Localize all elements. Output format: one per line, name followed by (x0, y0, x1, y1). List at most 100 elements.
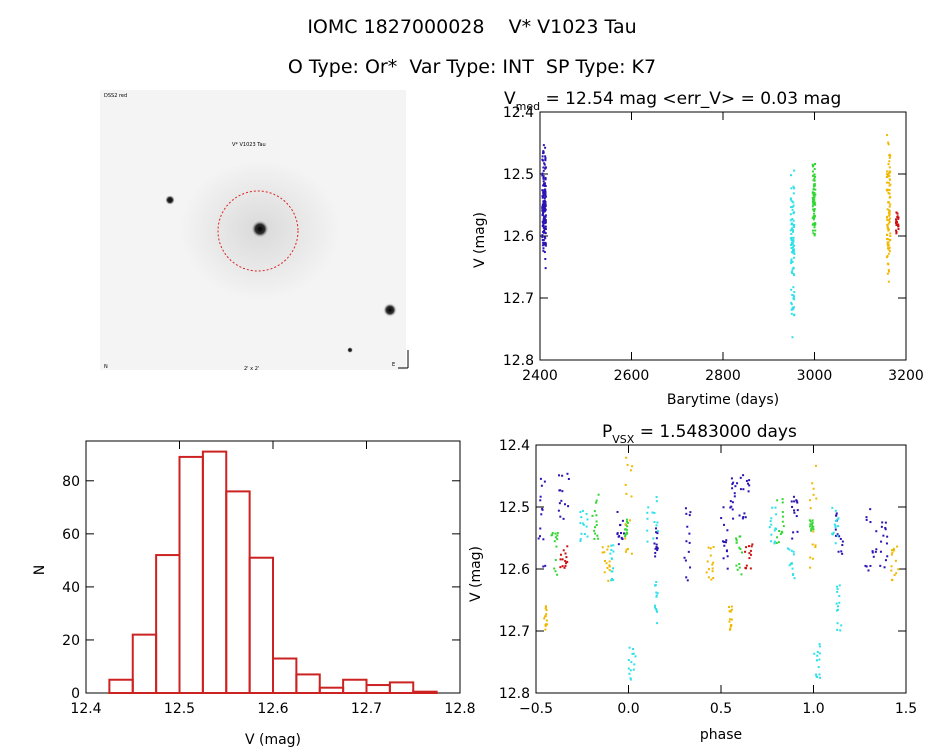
phased-point (626, 520, 629, 523)
lightcurve-point (544, 159, 547, 162)
phased-point (625, 532, 628, 535)
lightcurve-point (541, 209, 544, 212)
phased-point (579, 539, 582, 542)
phased-point (749, 553, 752, 556)
phased-point (630, 661, 633, 664)
lightcurve-point (543, 231, 546, 234)
lightcurve-point (889, 171, 892, 174)
histogram-ytick-label: 0 (71, 686, 80, 702)
lightcurve-point (541, 158, 544, 161)
lightcurve-point (789, 229, 792, 232)
lightcurve-point (790, 288, 793, 291)
phased-point (633, 663, 636, 666)
phased-point (808, 519, 811, 522)
lightcurve-point (896, 223, 899, 226)
phased-point (581, 509, 584, 512)
phased-point (712, 576, 715, 579)
phased-point (655, 543, 658, 546)
phased-point (656, 547, 659, 550)
phased-point (612, 567, 615, 570)
phased-point (632, 647, 635, 650)
phased-point (814, 464, 817, 467)
phased-point (738, 514, 741, 517)
phased-point (540, 484, 543, 487)
lightcurve-point (792, 204, 795, 207)
phased-point (606, 548, 609, 551)
phased-point (745, 564, 748, 567)
phased-point (815, 675, 818, 678)
phased-point (880, 525, 883, 528)
lightcurve-point (888, 219, 891, 222)
phased-point (593, 510, 596, 513)
phased-point (539, 499, 542, 502)
phased-point (562, 517, 565, 520)
lightcurve-point (814, 229, 817, 232)
phased-point (727, 606, 730, 609)
phased-point (621, 519, 624, 522)
phased-point (836, 590, 839, 593)
lightcurve-point (813, 173, 816, 176)
phased-point (890, 565, 893, 568)
lightcurve-point (542, 210, 545, 213)
phased-ytick-label: 12.8 (499, 686, 530, 702)
lightcurve-point (542, 184, 545, 187)
lightcurve-point (791, 260, 794, 263)
phased-point (738, 546, 741, 549)
lightcurve-point (887, 228, 890, 231)
phased-point (709, 547, 712, 550)
lightcurve-point (887, 141, 890, 144)
lightcurve-point (886, 242, 889, 245)
phased-point (837, 550, 840, 553)
phased-point (566, 545, 569, 548)
lightcurve-point (542, 226, 545, 229)
lightcurve-point (888, 209, 891, 212)
lightcurve-point (793, 244, 796, 247)
lightcurve-title: Vmed = 12.54 mag <err_V> = 0.03 mag (504, 89, 841, 113)
phased-point (653, 604, 656, 607)
lightcurve-point (811, 229, 814, 232)
lightcurve-point (888, 210, 891, 213)
phased-point (882, 534, 885, 537)
lightcurve-point (793, 252, 796, 255)
lightcurve-point (544, 191, 547, 194)
phased-point (626, 525, 629, 528)
lightcurve-point (792, 266, 795, 269)
phased-point (751, 543, 754, 546)
phased-point (744, 516, 747, 519)
phased-point (811, 519, 814, 522)
lightcurve-point (793, 169, 796, 172)
lightcurve-point (887, 222, 890, 225)
phased-point (742, 488, 745, 491)
phased-point (651, 511, 654, 514)
phased-point (841, 540, 844, 543)
lightcurve-point (886, 244, 889, 247)
histogram-bar (295, 673, 321, 694)
phased-point (739, 488, 742, 491)
phased-point (813, 652, 816, 655)
phased-point (865, 518, 868, 521)
phased-point (871, 550, 874, 553)
phased-point (738, 566, 741, 569)
lightcurve-point (885, 188, 888, 191)
phased-point (619, 523, 622, 526)
phased-point (722, 557, 725, 560)
phased-point (554, 532, 557, 535)
phased-point (748, 557, 751, 560)
phased-point (582, 522, 585, 525)
phased-point (654, 606, 657, 609)
lightcurve-point (895, 220, 898, 223)
phased-point (564, 560, 567, 563)
histogram-xtick-label: 12.6 (257, 701, 288, 717)
lightcurve-point (888, 170, 891, 173)
phased-point (894, 559, 897, 562)
lightcurve-point (544, 214, 547, 217)
phased-point (561, 490, 564, 493)
phased-point (551, 531, 554, 534)
phased-point (557, 509, 560, 512)
phased-point (739, 476, 742, 479)
phased-point (836, 622, 839, 625)
lightcurve-point (812, 194, 815, 197)
phased-point (654, 584, 657, 587)
phased-point (655, 607, 658, 610)
